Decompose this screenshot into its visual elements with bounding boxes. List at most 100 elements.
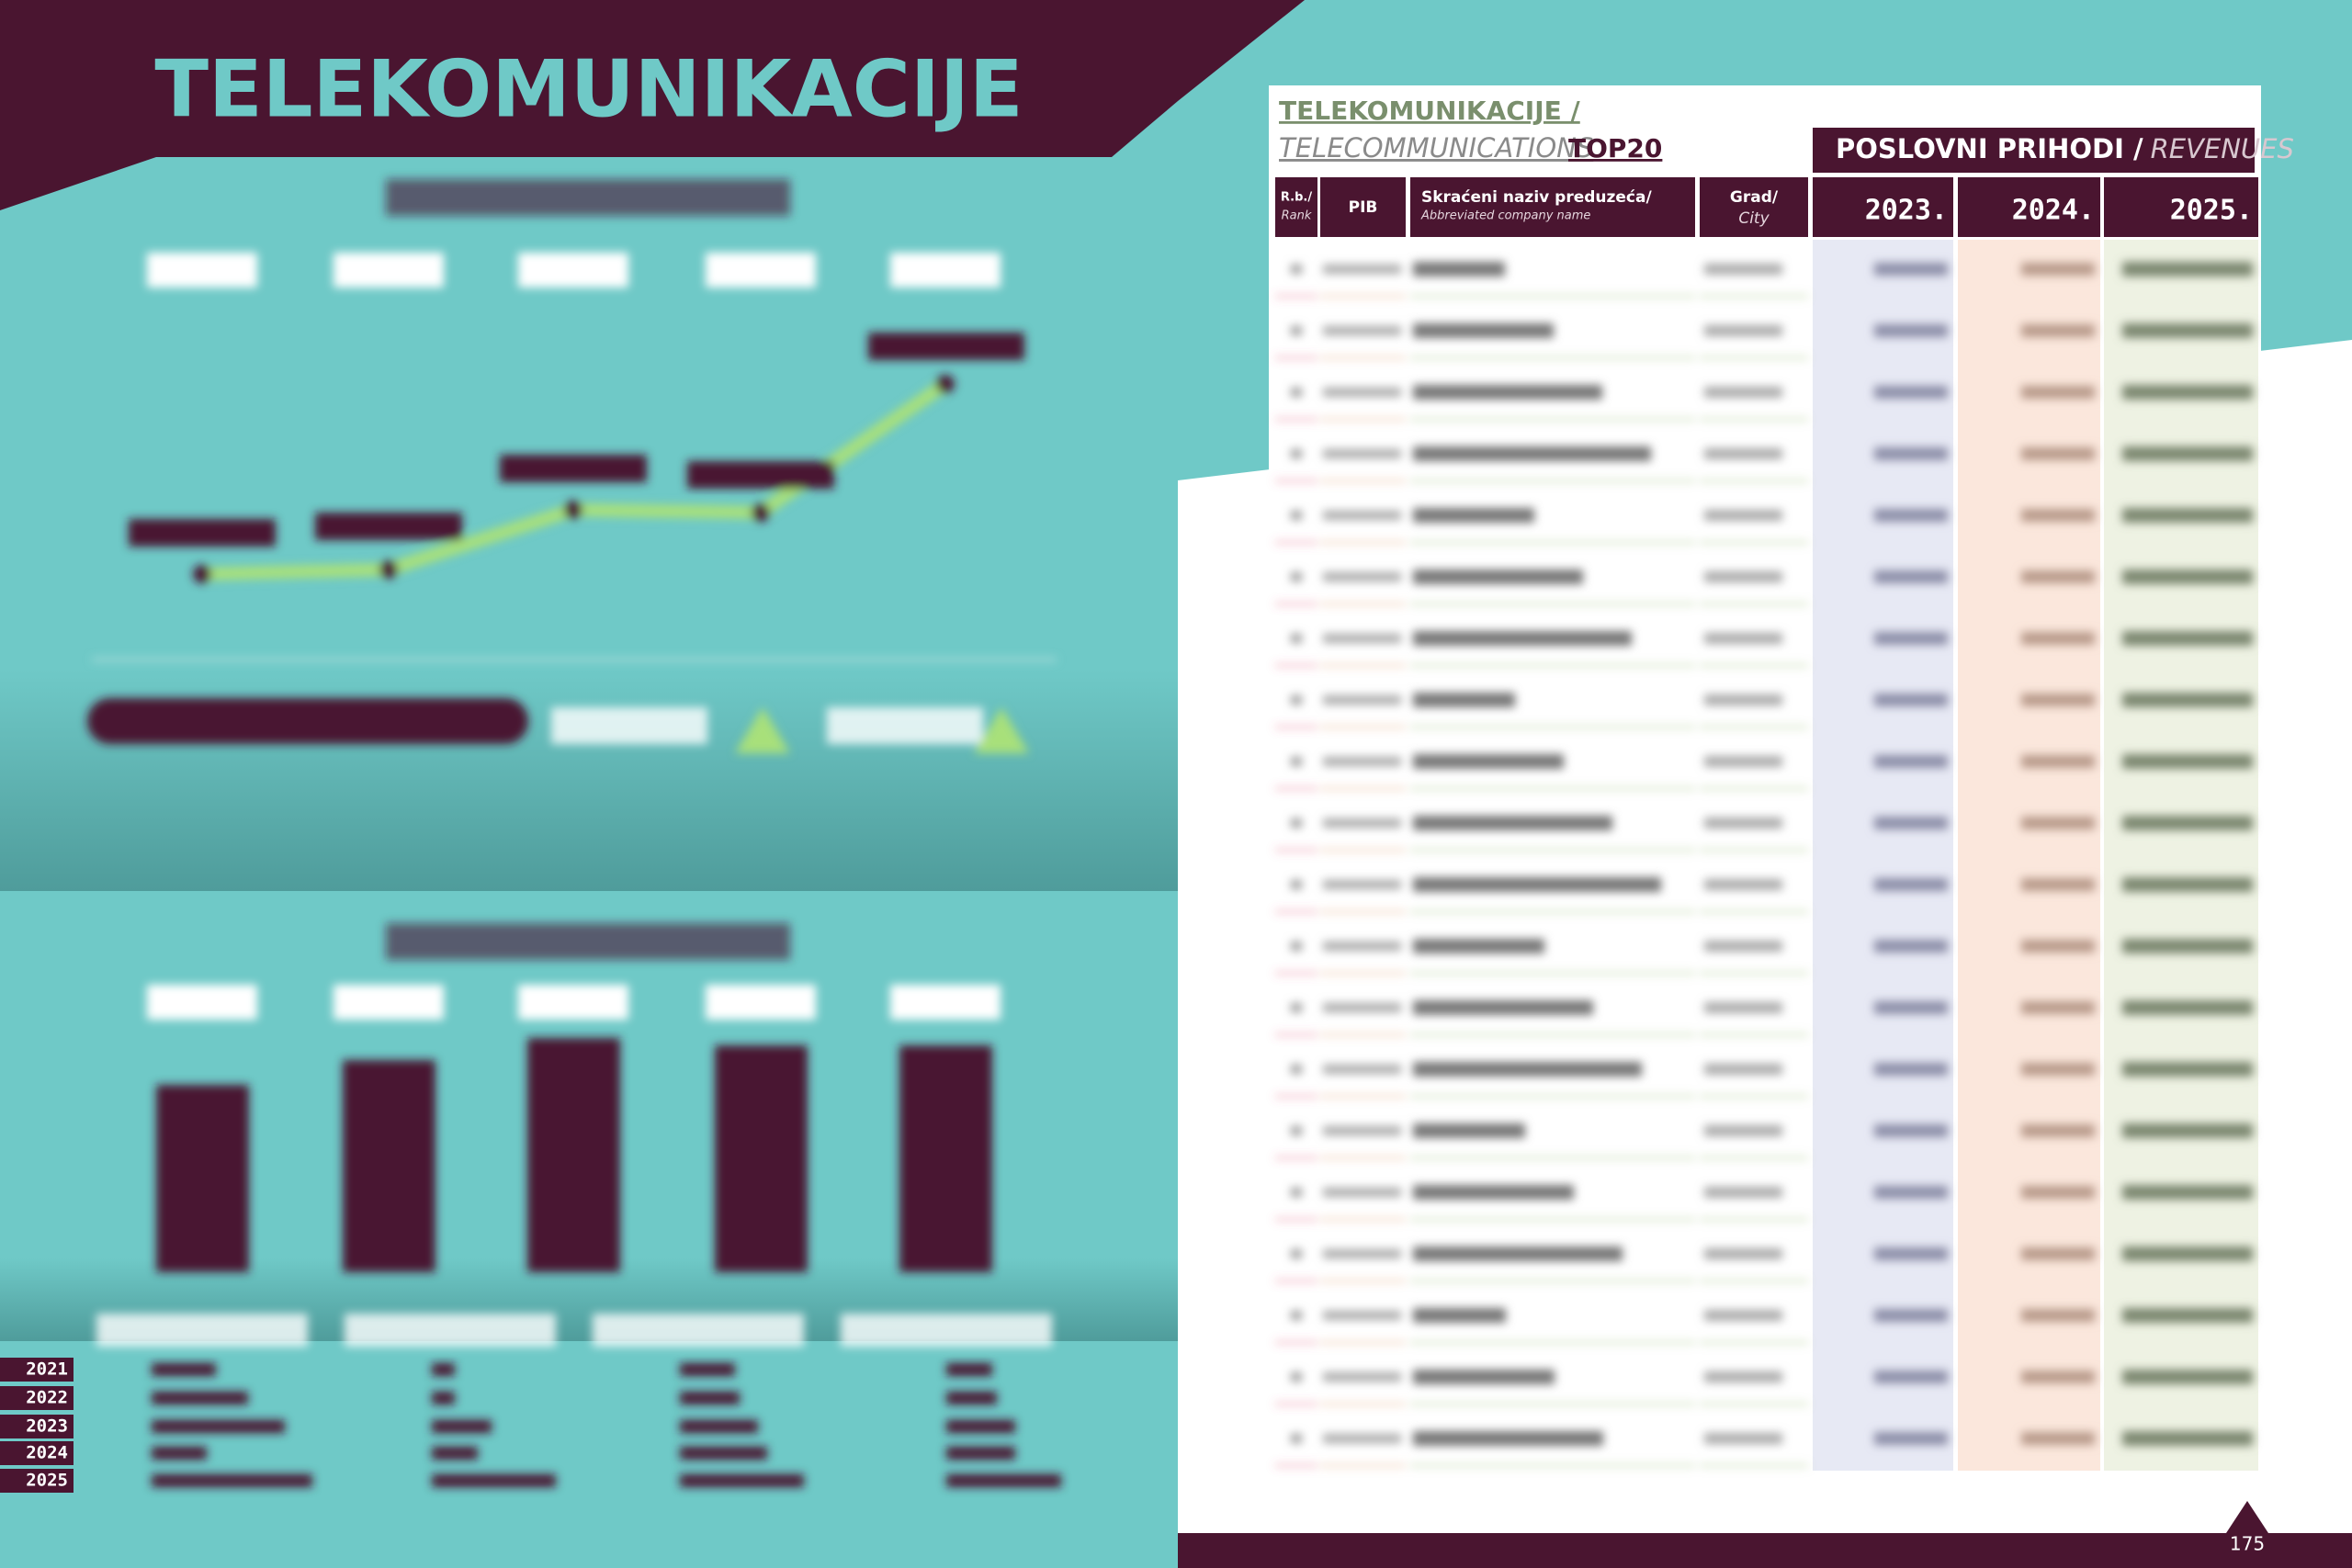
blurred-text	[1874, 1124, 1948, 1137]
row-underline	[1410, 972, 1695, 975]
blurred-text	[2021, 1309, 2095, 1322]
year-header: 2023.	[1865, 195, 1948, 227]
blurred-text	[1874, 1186, 1948, 1199]
blurred-text	[1323, 757, 1401, 766]
year-label: 2024	[26, 1443, 68, 1463]
blurred-text	[2021, 1371, 2095, 1383]
blurred-text	[2122, 1247, 2253, 1261]
blurred-box	[147, 253, 257, 288]
blurred-text	[1323, 1065, 1401, 1074]
blurred-text	[1874, 940, 1948, 953]
blurred-text	[1704, 1310, 1782, 1321]
page-marker	[2226, 1501, 2268, 1533]
blurred-text	[1704, 1433, 1782, 1444]
blurred-text	[1413, 1000, 1593, 1015]
blurred-text	[1874, 1432, 1948, 1445]
blurred-text	[2021, 1063, 2095, 1076]
blurred-text	[1413, 939, 1544, 953]
row-underline	[1410, 541, 1695, 544]
blurred-text	[2021, 755, 2095, 768]
row-underline	[1320, 1156, 1406, 1159]
blurred-text	[1704, 1187, 1782, 1198]
row-underline	[1320, 1464, 1406, 1467]
blurred-text	[2122, 323, 2253, 338]
blurred-text	[1874, 878, 1948, 891]
blurred-text	[2122, 508, 2253, 523]
blurred-text	[1291, 818, 1302, 828]
header-cell	[1700, 177, 1808, 237]
blurred-text	[2122, 385, 2253, 400]
blurred-text	[1291, 1065, 1302, 1074]
blurred-text	[1291, 511, 1302, 520]
row-underline	[1700, 1341, 1808, 1344]
row-underline	[1700, 356, 1808, 359]
year-header: 2025.	[2170, 195, 2253, 227]
row-underline	[1700, 603, 1808, 605]
row-underline	[1410, 1033, 1695, 1036]
row-underline	[1700, 1280, 1808, 1282]
blurred-text	[2122, 816, 2253, 830]
row-underline	[1410, 295, 1695, 298]
blurred-text	[1874, 1309, 1948, 1322]
row-underline	[1700, 479, 1808, 482]
row-underline	[1410, 603, 1695, 605]
blurred-text	[1704, 264, 1782, 275]
row-underline	[1275, 1218, 1317, 1221]
blurred-text	[2021, 817, 2095, 829]
blurred-text	[1704, 1248, 1782, 1259]
header-cell	[1410, 177, 1695, 237]
row-underline	[1320, 1403, 1406, 1405]
row-underline	[1410, 1341, 1695, 1344]
row-underline	[1700, 418, 1808, 421]
column-subheader: Abbreviated company name	[1420, 209, 1590, 223]
blurred-text	[1323, 818, 1401, 828]
row-underline	[1410, 1403, 1695, 1405]
year-box	[0, 1415, 74, 1438]
top-badge: TOP20	[1568, 133, 1662, 164]
blurred-text	[1323, 511, 1401, 520]
row-underline	[1410, 849, 1695, 852]
row-underline	[1410, 664, 1695, 667]
row-underline	[1410, 1095, 1695, 1098]
blurred-box	[890, 253, 1001, 288]
title-band	[0, 0, 1305, 210]
table-subtitle: TELECOMMUNICATIONS	[1279, 132, 1593, 164]
blurred-text	[1291, 695, 1302, 705]
row-underline	[1700, 1464, 1808, 1467]
row-underline	[1275, 1464, 1317, 1467]
section-box	[1813, 128, 2255, 173]
blurred-box	[706, 985, 816, 1020]
row-underline	[1410, 1464, 1695, 1467]
blurred-text	[2021, 940, 2095, 953]
blurred-text	[1413, 1247, 1623, 1261]
blurred-text	[1704, 1125, 1782, 1136]
row-underline	[1700, 849, 1808, 852]
blurred-text	[2122, 693, 2253, 707]
blurred-text	[1291, 1249, 1302, 1258]
column-header: Grad/	[1730, 188, 1779, 207]
blurred-text	[2122, 570, 2253, 584]
blurred-text	[2021, 1247, 2095, 1260]
blurred-text	[1413, 508, 1534, 523]
blurred-text	[1291, 1311, 1302, 1320]
blurred-text	[1323, 880, 1401, 889]
row-underline	[1275, 295, 1317, 298]
column-subheader: Rank	[1282, 209, 1312, 223]
row-underline	[1320, 1280, 1406, 1282]
blurred-text	[1291, 634, 1302, 643]
blurred-text	[2122, 1370, 2253, 1384]
row-underline	[1320, 1095, 1406, 1098]
blurred-text	[2122, 939, 2253, 953]
blurred-text	[1874, 263, 1948, 276]
blurred-text	[1291, 265, 1302, 274]
blurred-text	[1413, 1431, 1603, 1446]
blurred-text	[2122, 1123, 2253, 1138]
row-underline	[1700, 1156, 1808, 1159]
blurred-text	[2021, 447, 2095, 460]
year-label: 2021	[26, 1359, 68, 1380]
blurred-box	[518, 253, 628, 288]
header-cell	[2104, 177, 2258, 237]
blurred-text	[1704, 510, 1782, 521]
row-underline	[1275, 726, 1317, 728]
